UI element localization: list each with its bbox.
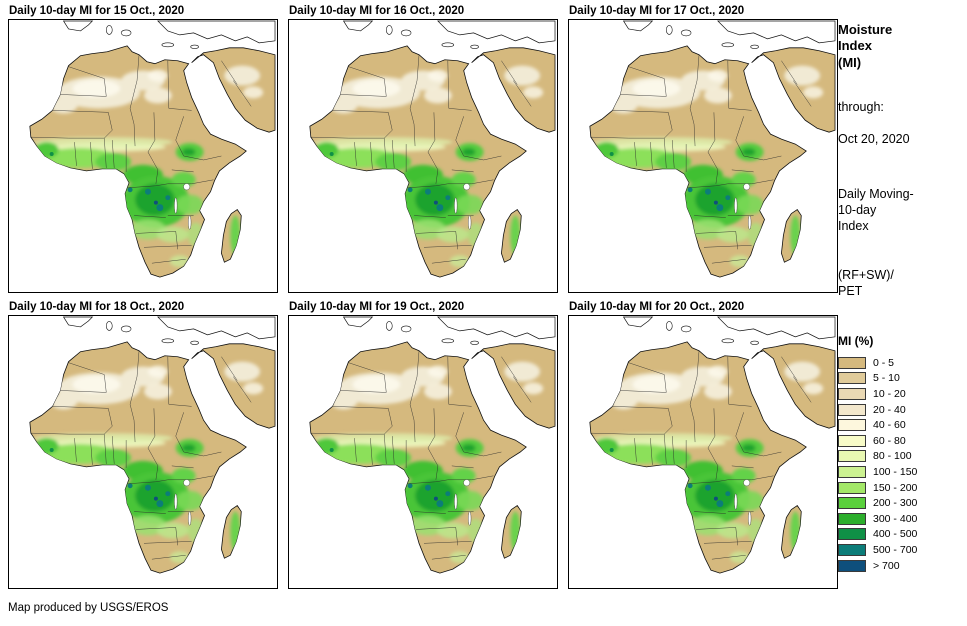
map-panel-title: Daily 10-day MI for 17 Oct., 2020 — [569, 5, 745, 17]
africa-moisture-map — [288, 315, 558, 589]
legend-label: 40 - 60 — [873, 419, 906, 432]
map-panel: Daily 10-day MI for 18 Oct., 2020 — [8, 301, 280, 589]
map-panel: Daily 10-day MI for 17 Oct., 2020 — [568, 5, 840, 293]
legend-label: 10 - 20 — [873, 387, 906, 400]
legend-label: 80 - 100 — [873, 450, 912, 463]
map-panel-title: Daily 10-day MI for 18 Oct., 2020 — [9, 301, 185, 313]
legend-swatch — [838, 481, 866, 494]
legend-item: 80 - 100 — [838, 449, 964, 465]
sidebar-formula: (RF+SW)/ PET — [838, 268, 894, 298]
africa-moisture-map — [568, 315, 838, 589]
legend-label: 150 - 200 — [873, 481, 918, 494]
legend-label: 5 - 10 — [873, 372, 900, 385]
legend-label: 300 - 400 — [873, 512, 918, 525]
map-panel-title: Daily 10-day MI for 20 Oct., 2020 — [569, 301, 745, 313]
legend-item: 150 - 200 — [838, 480, 964, 496]
map-panel-title: Daily 10-day MI for 19 Oct., 2020 — [289, 301, 465, 313]
legend-swatch — [838, 434, 866, 447]
map-panel-title: Daily 10-day MI for 16 Oct., 2020 — [289, 5, 465, 17]
legend-swatch — [838, 497, 866, 510]
sidebar-subtitle: Daily Moving- 10-day Index — [838, 187, 914, 233]
legend-label: 200 - 300 — [873, 497, 918, 510]
legend-item: 60 - 80 — [838, 433, 964, 449]
legend-swatch — [838, 465, 866, 478]
legend-item: 10 - 20 — [838, 386, 964, 402]
legend-item: 0 - 5 — [838, 355, 964, 371]
map-panel: Daily 10-day MI for 16 Oct., 2020 — [288, 5, 560, 293]
legend-swatch — [838, 559, 866, 572]
africa-moisture-map — [288, 19, 558, 293]
map-credit: Map produced by USGS/EROS — [8, 602, 169, 614]
through-label: through: — [838, 100, 884, 115]
legend-label: 0 - 5 — [873, 356, 895, 369]
legend-item: 500 - 700 — [838, 542, 964, 558]
africa-moisture-map — [8, 19, 278, 293]
legend-item: 5 - 10 — [838, 371, 964, 387]
legend-title: MI (%) — [838, 334, 874, 348]
map-panel: Daily 10-day MI for 15 Oct., 2020 — [8, 5, 280, 293]
legend-swatch — [838, 419, 866, 432]
legend-swatch — [838, 387, 866, 400]
africa-moisture-map — [568, 19, 838, 293]
legend: MI (%) 0 - 5 5 - 10 10 - 20 20 - 40 40 -… — [838, 334, 964, 573]
legend-swatch — [838, 543, 866, 556]
legend-item: > 700 — [838, 558, 964, 574]
legend-label: 20 - 40 — [873, 403, 906, 416]
map-panel-title: Daily 10-day MI for 15 Oct., 2020 — [9, 5, 185, 17]
through-block: through: Oct 20, 2020 — [838, 85, 964, 148]
legend-item: 100 - 150 — [838, 464, 964, 480]
legend-swatch — [838, 512, 866, 525]
map-panel: Daily 10-day MI for 20 Oct., 2020 — [568, 301, 840, 589]
legend-label: 60 - 80 — [873, 434, 906, 447]
map-panel: Daily 10-day MI for 19 Oct., 2020 — [288, 301, 560, 589]
legend-item: 20 - 40 — [838, 402, 964, 418]
legend-item: 40 - 60 — [838, 417, 964, 433]
sidebar-title: Moisture Index (MI) — [838, 22, 893, 70]
through-date: Oct 20, 2020 — [838, 131, 910, 146]
legend-swatch — [838, 450, 866, 463]
legend-item: 400 - 500 — [838, 527, 964, 543]
legend-item: 200 - 300 — [838, 495, 964, 511]
legend-swatch — [838, 356, 866, 369]
legend-swatch — [838, 403, 866, 416]
legend-label: 500 - 700 — [873, 543, 918, 556]
legend-label: > 700 — [873, 559, 900, 572]
legend-label: 100 - 150 — [873, 465, 918, 478]
africa-moisture-map — [8, 315, 278, 589]
legend-label: 400 - 500 — [873, 528, 918, 541]
legend-item: 300 - 400 — [838, 511, 964, 527]
legend-swatch — [838, 372, 866, 385]
legend-swatch — [838, 528, 866, 541]
sidebar: Moisture Index (MI) through: Oct 20, 202… — [838, 22, 964, 299]
